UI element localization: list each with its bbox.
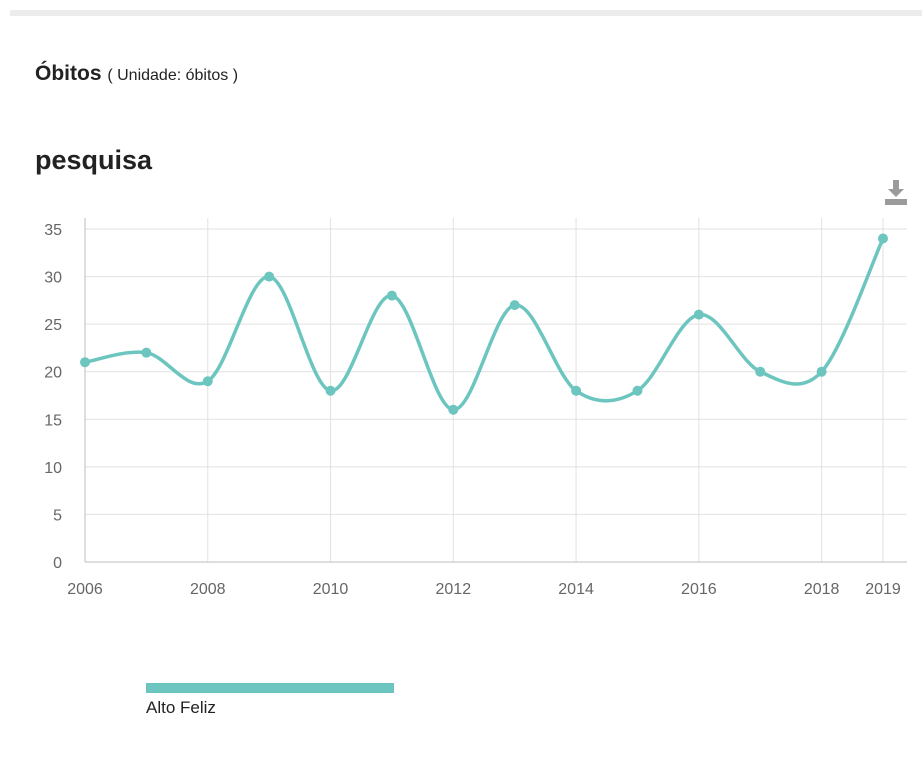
data-point bbox=[878, 233, 888, 244]
y-tick-label: 15 bbox=[44, 412, 62, 429]
data-point bbox=[448, 404, 459, 415]
y-tick-label: 0 bbox=[53, 555, 62, 572]
series-line bbox=[84, 237, 885, 412]
data-point bbox=[755, 366, 766, 377]
legend-swatch[interactable] bbox=[146, 683, 394, 693]
chart-unit: ( Unidade: óbitos ) bbox=[107, 67, 239, 84]
x-tick-label: 2010 bbox=[313, 581, 349, 598]
x-tick-label: 2016 bbox=[681, 581, 717, 598]
x-tick-label: 2019 bbox=[865, 581, 901, 598]
chart-heading: Óbitos ( Unidade: óbitos ) bbox=[35, 62, 238, 86]
y-tick-label: 25 bbox=[44, 317, 62, 334]
data-point bbox=[632, 385, 643, 396]
data-point bbox=[80, 357, 90, 368]
x-tick-label: 2012 bbox=[436, 581, 472, 598]
y-tick-label: 5 bbox=[53, 507, 62, 524]
top-divider bbox=[10, 10, 922, 16]
x-tick-label: 2014 bbox=[558, 581, 594, 598]
y-tick-label: 10 bbox=[44, 460, 62, 477]
data-point bbox=[571, 385, 582, 396]
chart-title: Óbitos bbox=[35, 62, 102, 85]
download-icon[interactable] bbox=[882, 178, 910, 206]
data-point bbox=[693, 309, 704, 320]
chart-subtitle: pesquisa bbox=[35, 145, 153, 175]
data-point bbox=[386, 290, 397, 301]
y-tick-label: 30 bbox=[44, 270, 62, 287]
y-tick-label: 35 bbox=[44, 222, 62, 239]
data-point bbox=[264, 271, 275, 282]
data-point bbox=[141, 347, 152, 358]
data-point bbox=[509, 300, 520, 311]
x-tick-label: 2006 bbox=[67, 581, 103, 598]
data-point bbox=[816, 366, 827, 377]
x-tick-label: 2018 bbox=[804, 581, 840, 598]
legend-label[interactable]: Alto Feliz bbox=[146, 698, 216, 717]
y-tick-label: 20 bbox=[44, 365, 62, 382]
data-point bbox=[325, 385, 336, 396]
data-point bbox=[202, 376, 213, 387]
x-tick-label: 2008 bbox=[190, 581, 226, 598]
